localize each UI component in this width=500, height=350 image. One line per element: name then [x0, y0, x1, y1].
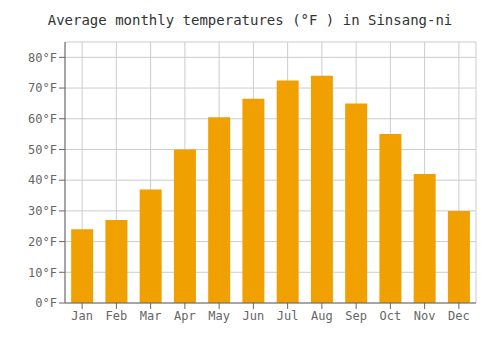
svg-text:Jan: Jan [71, 309, 93, 323]
svg-text:Oct: Oct [380, 309, 402, 323]
svg-text:May: May [208, 309, 230, 323]
svg-text:80°F: 80°F [28, 51, 57, 65]
html-text:Average monthly temperatures (: Average monthly temperatures (°F ) in Si… [47, 12, 453, 28]
svg-text:Sep: Sep [345, 309, 367, 323]
svg-text:50°F: 50°F [28, 143, 57, 157]
svg-text:70°F: 70°F [28, 81, 57, 95]
svg-text:30°F: 30°F [28, 204, 57, 218]
svg-text:Dec: Dec [448, 309, 470, 323]
svg-text:10°F: 10°F [28, 266, 57, 280]
svg-text:Aug: Aug [311, 309, 333, 323]
svg-text:Feb: Feb [106, 309, 128, 323]
svg-text:Apr: Apr [174, 309, 196, 323]
svg-text:Jul: Jul [277, 309, 299, 323]
svg-text:Jun: Jun [243, 309, 265, 323]
svg-text:Nov: Nov [414, 309, 436, 323]
svg-text:60°F: 60°F [28, 112, 57, 126]
svg-text:20°F: 20°F [28, 235, 57, 249]
svg-text:40°F: 40°F [28, 173, 57, 187]
svg-text:Mar: Mar [140, 309, 162, 323]
svg-text:0°F: 0°F [35, 296, 57, 310]
